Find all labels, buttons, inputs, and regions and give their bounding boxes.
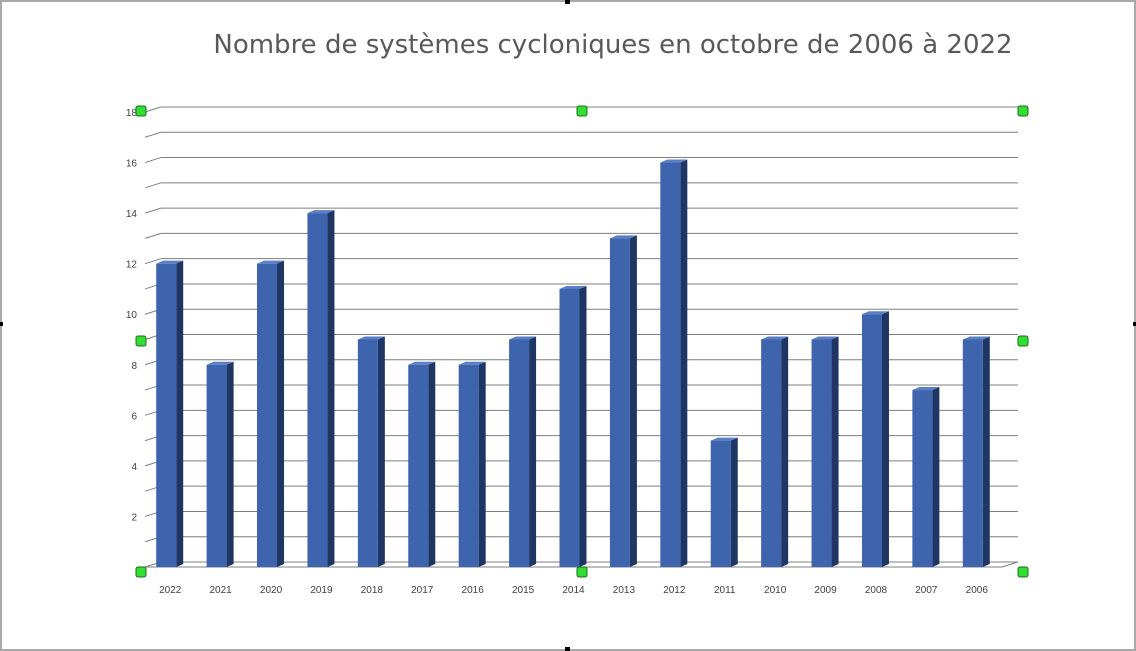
bar: [206, 364, 227, 567]
bar-top: [257, 260, 285, 264]
frame-top-marker: [565, 0, 570, 4]
gridline-depth: [144, 232, 162, 239]
x-tick-label: 2008: [865, 585, 888, 596]
x-tick-label: 2015: [512, 585, 535, 596]
bar-side: [327, 210, 335, 567]
bar-side: [277, 260, 285, 567]
bar-side: [680, 159, 688, 568]
x-tick-label: 2016: [462, 585, 485, 596]
bar: [408, 364, 429, 567]
gridline-depth: [144, 131, 162, 138]
bar-top: [962, 336, 990, 340]
y-tick-label: 2: [131, 512, 137, 523]
bar-side: [529, 336, 537, 567]
handle-bottom-right[interactable]: [1017, 566, 1029, 578]
y-tick-label: 16: [126, 159, 138, 170]
gridline-depth: [144, 182, 162, 189]
bar-top: [458, 361, 486, 365]
bar-side: [428, 361, 436, 567]
x-tick-label: 2022: [159, 585, 182, 596]
x-tick-label: 2018: [361, 585, 384, 596]
bar: [761, 339, 782, 567]
gridline-depth: [144, 106, 162, 113]
handle-bottom-left[interactable]: [135, 566, 147, 578]
frame-right-marker: [1133, 322, 1136, 326]
bar-top: [357, 336, 385, 340]
x-tick-label: 2007: [915, 585, 938, 596]
x-tick-label: 2019: [310, 585, 333, 596]
bar: [509, 339, 530, 567]
gridline-depth: [144, 207, 162, 214]
bar-top: [861, 311, 889, 315]
bar: [811, 339, 832, 567]
bar: [861, 314, 882, 567]
bar-side: [881, 311, 889, 567]
x-tick-label: 2010: [764, 585, 787, 596]
handle-top-left[interactable]: [135, 105, 147, 117]
x-tick-label: 2021: [209, 585, 232, 596]
bar: [257, 263, 278, 567]
x-tick-label: 2013: [613, 585, 636, 596]
x-tick-label: 2020: [260, 585, 283, 596]
bar: [710, 440, 731, 567]
bar: [458, 364, 479, 567]
y-tick-label: 10: [126, 310, 138, 321]
bar-side: [932, 387, 940, 567]
bar-top: [559, 285, 587, 289]
x-tick-label: 2014: [562, 585, 585, 596]
floor-right-edge: [1001, 561, 1019, 568]
handle-middle-left[interactable]: [135, 335, 147, 347]
bar-top: [811, 336, 839, 340]
x-tick-label: 2006: [966, 585, 989, 596]
bar-side: [176, 260, 184, 567]
bar-top: [307, 210, 335, 214]
bar-top: [408, 361, 436, 365]
bar-side: [781, 336, 789, 567]
bar-top: [761, 336, 789, 340]
bar-top: [912, 387, 940, 391]
y-tick-label: 8: [131, 361, 137, 372]
x-tick-label: 2011: [714, 585, 736, 596]
bar-top: [206, 361, 234, 365]
handle-top-right[interactable]: [1017, 105, 1029, 117]
frame-bottom-marker: [565, 647, 570, 651]
bar: [609, 238, 630, 567]
bar-side: [831, 336, 839, 567]
x-tick-label: 2009: [814, 585, 837, 596]
bar-side: [629, 235, 637, 567]
gridline-depth: [144, 258, 162, 265]
bar-top: [660, 159, 688, 163]
bar-side: [377, 336, 385, 567]
handle-top-center[interactable]: [576, 105, 588, 117]
chart-title: Nombre de systèmes cycloniques en octobr…: [213, 30, 1013, 60]
bar: [962, 339, 983, 567]
y-tick-label: 18: [126, 108, 138, 119]
x-tick-label: 2012: [663, 585, 686, 596]
bar-side: [226, 361, 234, 567]
handle-middle-right[interactable]: [1017, 335, 1029, 347]
bar: [912, 390, 933, 567]
bar-side: [579, 285, 587, 567]
bar: [357, 339, 378, 567]
bar-top: [509, 336, 537, 340]
bar-side: [982, 336, 990, 567]
handle-bottom-center[interactable]: [576, 566, 588, 578]
bar: [156, 263, 177, 567]
x-tick-label: 2017: [411, 585, 434, 596]
gridline-depth: [144, 157, 162, 164]
bar: [307, 213, 328, 567]
y-tick-label: 4: [131, 462, 137, 473]
y-tick-label: 12: [126, 260, 138, 271]
bar-top: [710, 437, 738, 441]
y-tick-label: 14: [126, 209, 138, 220]
bar: [660, 162, 681, 568]
frame-left-marker: [0, 322, 3, 326]
bar-top: [156, 260, 184, 264]
y-tick-label: 6: [131, 411, 137, 422]
bar-top: [609, 235, 637, 239]
bar-side: [730, 437, 738, 567]
bar: [559, 288, 580, 567]
bar-side: [478, 361, 486, 567]
